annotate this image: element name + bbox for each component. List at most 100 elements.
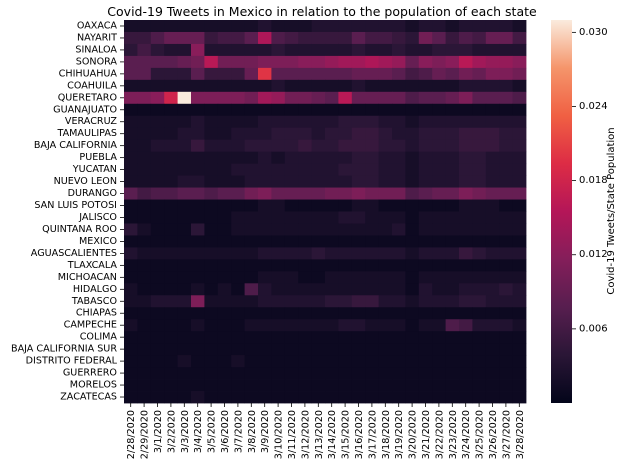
- heatmap-cell: [445, 67, 460, 81]
- heatmap-cell: [378, 223, 393, 236]
- heatmap-cell: [137, 67, 152, 81]
- heatmap-cell: [284, 307, 299, 320]
- heatmap-cell: [351, 331, 366, 344]
- heatmap-cell: [177, 223, 192, 236]
- heatmap-cell: [485, 55, 500, 69]
- heatmap-cell: [137, 115, 152, 129]
- heatmap-cell: [378, 67, 393, 81]
- heatmap-cell: [191, 115, 205, 129]
- heatmap-cell: [191, 331, 205, 344]
- heatmap-cell: [351, 115, 366, 129]
- heatmap-cell: [405, 91, 420, 105]
- heatmap-cell: [405, 187, 420, 200]
- y-tick-label: YUCATAN: [72, 164, 117, 175]
- heatmap-cell: [432, 67, 446, 81]
- heatmap-cell: [499, 55, 513, 69]
- heatmap-cell: [418, 79, 433, 93]
- heatmap-cell: [338, 223, 353, 236]
- heatmap-cell: [217, 295, 232, 308]
- heatmap-cell: [472, 55, 487, 69]
- heatmap-cell: [164, 259, 178, 272]
- heatmap-cell: [150, 283, 165, 296]
- heatmap-cell: [418, 343, 433, 356]
- y-tick-label: BAJA CALIFORNIA SUR: [11, 344, 117, 355]
- heatmap-cell: [378, 163, 393, 176]
- heatmap-cell: [137, 283, 152, 296]
- heatmap-cell: [365, 295, 379, 308]
- heatmap-cell: [459, 20, 473, 33]
- heatmap-cell: [204, 43, 219, 57]
- heatmap-cell: [204, 271, 219, 284]
- heatmap-cell: [418, 31, 433, 45]
- heatmap-cell: [499, 151, 513, 165]
- heatmap-cell: [512, 235, 527, 248]
- heatmap-cell: [204, 151, 219, 165]
- heatmap-cell: [378, 91, 393, 105]
- heatmap-cell: [298, 139, 312, 153]
- heatmap-cell: [150, 343, 165, 356]
- heatmap-cell: [271, 115, 286, 129]
- heatmap-cell: [392, 115, 406, 129]
- heatmap-cell: [512, 127, 527, 141]
- heatmap-cell: [258, 331, 272, 344]
- heatmap-cell: [258, 295, 272, 308]
- x-tick-label: 2/29/2020: [140, 410, 151, 459]
- heatmap-cell: [137, 79, 152, 93]
- heatmap-cell: [177, 187, 192, 200]
- heatmap-cell: [311, 319, 326, 332]
- heatmap-cell: [150, 163, 165, 176]
- heatmap-cell: [258, 283, 272, 296]
- heatmap-cell: [177, 55, 192, 69]
- heatmap-cell: [217, 235, 232, 248]
- heatmap-cell: [258, 319, 272, 332]
- heatmap-cell: [472, 20, 487, 33]
- heatmap-cell: [124, 391, 138, 404]
- heatmap-cell: [217, 151, 232, 165]
- heatmap-cell: [351, 211, 366, 224]
- heatmap-cell: [338, 175, 353, 188]
- heatmap-cell: [177, 163, 192, 176]
- heatmap-cell: [459, 151, 473, 165]
- heatmap-cell: [284, 20, 299, 33]
- heatmap-cell: [164, 31, 178, 45]
- heatmap-cell: [378, 379, 393, 392]
- heatmap-cell: [298, 127, 312, 141]
- heatmap-cell: [244, 343, 259, 356]
- heatmap-cell: [124, 67, 138, 81]
- heatmap-cell: [459, 163, 473, 176]
- heatmap-cell: [164, 175, 178, 188]
- heatmap-cell: [499, 31, 513, 45]
- heatmap-cell: [459, 79, 473, 93]
- heatmap-cell: [512, 187, 527, 200]
- heatmap-cell: [351, 319, 366, 332]
- heatmap-cell: [351, 79, 366, 93]
- heatmap-cell: [459, 103, 473, 117]
- heatmap-cell: [231, 379, 245, 392]
- heatmap-cell: [512, 163, 527, 176]
- heatmap-cell: [472, 127, 487, 141]
- heatmap-cell: [338, 67, 353, 81]
- heatmap-cell: [459, 259, 473, 272]
- heatmap-cell: [284, 235, 299, 248]
- heatmap-cell: [459, 175, 473, 188]
- heatmap-cell: [164, 247, 178, 260]
- heatmap-cell: [298, 20, 312, 33]
- heatmap-cell: [191, 391, 205, 404]
- heatmap-cell: [244, 31, 259, 45]
- heatmap-cell: [432, 271, 446, 284]
- heatmap-cell: [365, 31, 379, 45]
- heatmap-cell: [217, 283, 232, 296]
- heatmap-cell: [365, 223, 379, 236]
- heatmap-cell: [365, 20, 379, 33]
- heatmap-cell: [284, 391, 299, 404]
- heatmap-cell: [338, 331, 353, 344]
- heatmap-cell: [418, 259, 433, 272]
- heatmap-cell: [351, 139, 366, 153]
- heatmap-cell: [244, 379, 259, 392]
- y-tick-label: DISTRITO FEDERAL: [26, 356, 118, 367]
- heatmap-cell: [311, 235, 326, 248]
- heatmap-cell: [512, 91, 527, 105]
- heatmap-cell: [338, 247, 353, 260]
- heatmap-cell: [472, 211, 487, 224]
- x-tick-label: 3/17/2020: [367, 410, 378, 459]
